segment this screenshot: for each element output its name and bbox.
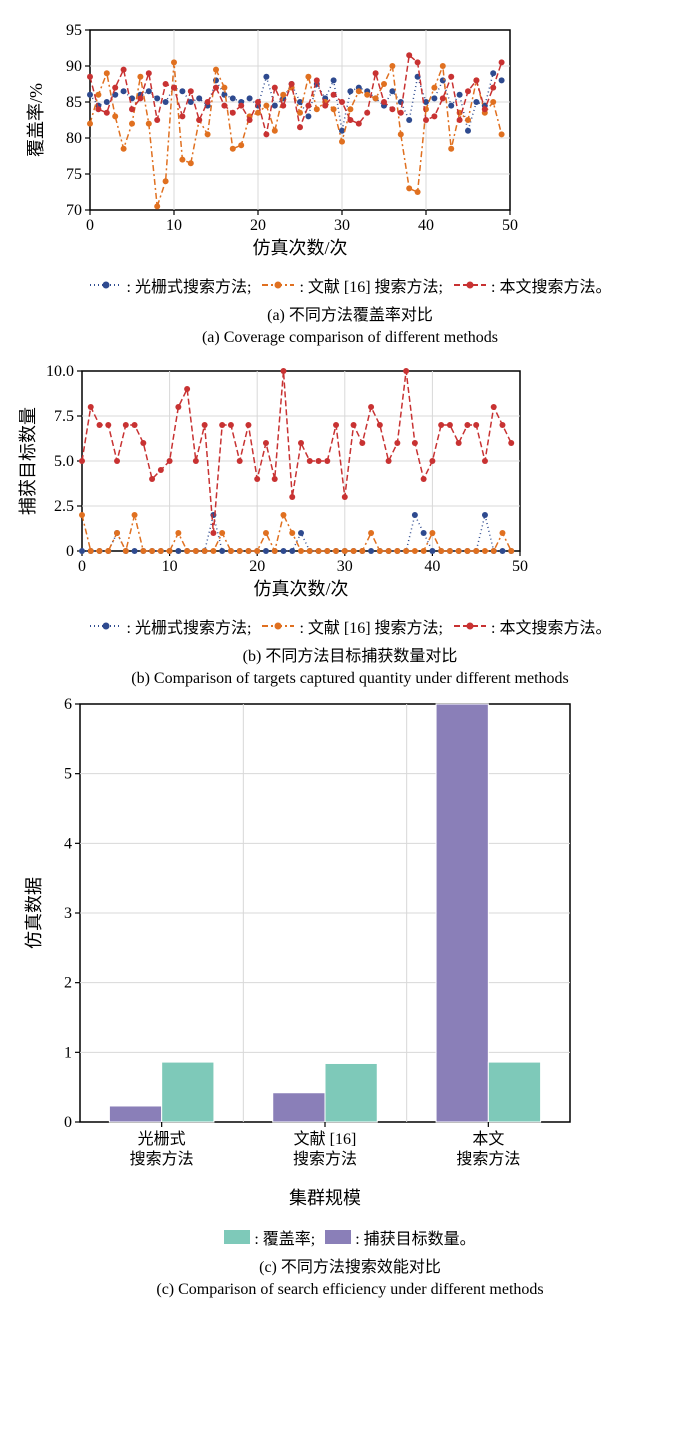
chart-b-legend: : 光栅式搜索方法; : 文献 [16] 搜索方法; : 本文搜索方法。 xyxy=(10,614,690,638)
svg-text:覆盖率/%: 覆盖率/% xyxy=(26,83,46,157)
legend-label: : 本文搜索方法。 xyxy=(491,273,611,297)
svg-text:85: 85 xyxy=(66,94,82,111)
chart-a-container: 70 75 80 85 90 95 0 10 20 30 40 50 仿真次数/次 覆盖率/% xyxy=(10,10,690,265)
legend-item: : 本文搜索方法。 xyxy=(453,273,611,297)
svg-text:搜索方法: 搜索方法 xyxy=(456,1150,520,1168)
svg-text:搜索方法: 搜索方法 xyxy=(293,1150,357,1168)
svg-text:90: 90 xyxy=(66,58,82,75)
legend-swatch xyxy=(325,1230,351,1244)
svg-text:10: 10 xyxy=(166,217,182,234)
svg-text:20: 20 xyxy=(250,217,266,234)
svg-text:0: 0 xyxy=(64,1114,72,1131)
legend-label: : 光栅式搜索方法; xyxy=(127,273,252,297)
legend-item: : 文献 [16] 搜索方法; xyxy=(261,614,443,638)
svg-text:1: 1 xyxy=(64,1044,72,1061)
captured-chart: 0 2.5 5.0 7.5 10.0 0 10 20 30 40 50 仿真次数/次 捕获目标数量 xyxy=(10,351,540,601)
chart-c-container: 0 1 2 3 4 5 6 光栅式搜索方法 文献 [16] 搜索方法 本文搜索方法集群规模 仿真数据 xyxy=(10,692,690,1217)
svg-text:0: 0 xyxy=(66,543,74,560)
svg-text:仿真次数/次: 仿真次数/次 xyxy=(252,238,347,258)
svg-text:80: 80 xyxy=(66,130,82,147)
svg-text:95: 95 xyxy=(66,22,82,39)
svg-text:2.5: 2.5 xyxy=(54,498,74,515)
svg-text:文献 [16]: 文献 [16] xyxy=(294,1130,357,1148)
svg-text:集群规模: 集群规模 xyxy=(289,1188,361,1208)
svg-text:30: 30 xyxy=(334,217,350,234)
svg-text:3: 3 xyxy=(64,905,72,922)
legend-label: : 光栅式搜索方法; xyxy=(127,614,252,638)
svg-text:70: 70 xyxy=(66,202,82,219)
chart-c-caption-en: (c) Comparison of search efficiency unde… xyxy=(10,1281,690,1299)
chart-b-container: 0 2.5 5.0 7.5 10.0 0 10 20 30 40 50 仿真次数/次 捕获目标数量 xyxy=(10,351,690,606)
svg-text:本文: 本文 xyxy=(472,1130,504,1148)
legend-item: : 本文搜索方法。 xyxy=(453,614,611,638)
legend-item: : 光栅式搜索方法; xyxy=(89,614,252,638)
svg-text:搜索方法: 搜索方法 xyxy=(130,1150,194,1168)
legend-swatch xyxy=(224,1230,250,1244)
svg-text:6: 6 xyxy=(64,696,72,713)
svg-text:50: 50 xyxy=(512,558,528,575)
svg-text:40: 40 xyxy=(424,558,440,575)
svg-text:75: 75 xyxy=(66,166,82,183)
svg-text:10: 10 xyxy=(162,558,178,575)
svg-text:5: 5 xyxy=(64,766,72,783)
svg-text:20: 20 xyxy=(249,558,265,575)
chart-a-caption-en: (a) Coverage comparison of different met… xyxy=(10,329,690,347)
legend-item: : 覆盖率; xyxy=(224,1225,315,1249)
legend-item: : 捕获目标数量。 xyxy=(325,1225,475,1249)
chart-c-caption-cn: (c) 不同方法搜索效能对比 xyxy=(10,1253,690,1277)
chart-c-legend: : 覆盖率; : 捕获目标数量。 xyxy=(10,1225,690,1249)
efficiency-bar-chart: 0 1 2 3 4 5 6 光栅式搜索方法 文献 [16] 搜索方法 本文搜索方法集群规模 仿真数据 xyxy=(10,692,590,1212)
chart-a-legend: : 光栅式搜索方法; : 文献 [16] 搜索方法; : 本文搜索方法。 xyxy=(10,273,690,297)
legend-label: : 本文搜索方法。 xyxy=(491,614,611,638)
svg-text:光栅式: 光栅式 xyxy=(138,1130,186,1148)
chart-a-caption-cn: (a) 不同方法覆盖率对比 xyxy=(10,301,690,325)
chart-b-caption-cn: (b) 不同方法目标捕获数量对比 xyxy=(10,642,690,666)
legend-label: : 文献 [16] 搜索方法; xyxy=(299,614,443,638)
svg-text:7.5: 7.5 xyxy=(54,408,74,425)
svg-text:0: 0 xyxy=(86,217,94,234)
svg-text:0: 0 xyxy=(78,558,86,575)
legend-label: : 文献 [16] 搜索方法; xyxy=(299,273,443,297)
svg-text:5.0: 5.0 xyxy=(54,453,74,470)
legend-item: : 文献 [16] 搜索方法; xyxy=(261,273,443,297)
svg-text:4: 4 xyxy=(64,835,72,852)
coverage-chart: 70 75 80 85 90 95 0 10 20 30 40 50 仿真次数/次 覆盖率/% xyxy=(10,10,530,260)
legend-label: : 捕获目标数量。 xyxy=(355,1225,475,1249)
legend-label: : 覆盖率; xyxy=(254,1225,315,1249)
legend-item: : 光栅式搜索方法; xyxy=(89,273,252,297)
svg-text:仿真次数/次: 仿真次数/次 xyxy=(253,579,348,599)
svg-text:2: 2 xyxy=(64,975,72,992)
svg-text:10.0: 10.0 xyxy=(46,363,74,380)
svg-text:50: 50 xyxy=(502,217,518,234)
chart-b-caption-en: (b) Comparison of targets captured quant… xyxy=(10,670,690,688)
svg-text:30: 30 xyxy=(337,558,353,575)
svg-text:仿真数据: 仿真数据 xyxy=(24,877,44,949)
svg-text:捕获目标数量: 捕获目标数量 xyxy=(18,407,38,515)
svg-text:40: 40 xyxy=(418,217,434,234)
